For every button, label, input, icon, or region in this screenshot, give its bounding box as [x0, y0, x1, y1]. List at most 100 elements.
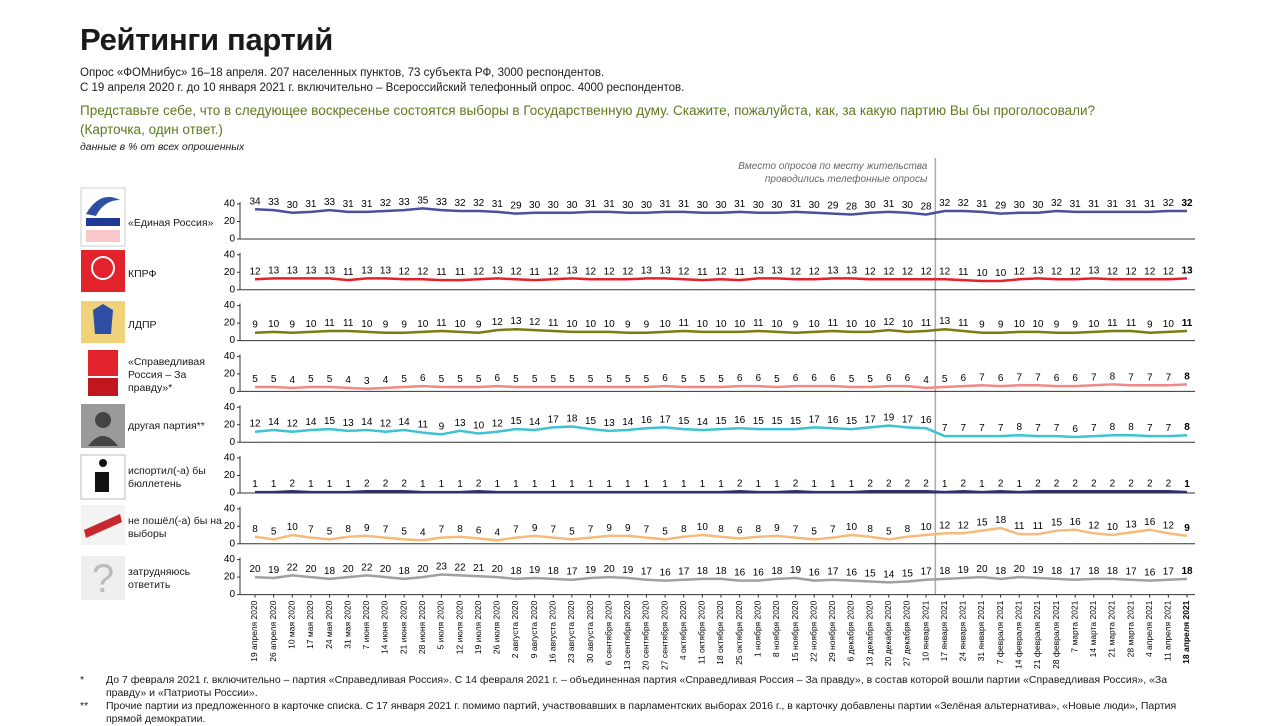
value-label: 6: [905, 373, 911, 384]
x-tick-label: 18 октября 2020: [715, 600, 725, 665]
value-label: 6: [495, 373, 501, 384]
value-label: 9: [774, 523, 780, 534]
value-label: 9: [1147, 320, 1153, 331]
value-label: 18: [995, 566, 1007, 577]
y-tick-label: 40: [224, 351, 236, 362]
value-label: 2: [1035, 478, 1041, 489]
value-label: 8: [718, 524, 724, 535]
value-label: 3: [364, 376, 370, 387]
value-label: 11: [418, 420, 429, 431]
value-label: 10: [287, 522, 299, 533]
value-label: 30: [865, 200, 877, 211]
value-label: 30: [1032, 200, 1044, 211]
x-tick-label: 13 декабря 2020: [864, 600, 874, 666]
value-label: 15: [771, 416, 783, 427]
value-label: 13: [268, 265, 280, 276]
value-label: 8: [1184, 422, 1190, 433]
value-label: 12: [473, 266, 485, 277]
y-tick-label: 20: [224, 470, 236, 481]
value-label: 29: [995, 201, 1007, 212]
value-label: 22: [361, 562, 373, 573]
value-label: 1: [625, 479, 631, 490]
value-label: 19: [585, 565, 597, 576]
value-label: 16: [1070, 517, 1082, 528]
value-label: 5: [327, 526, 333, 537]
value-label: 10: [585, 319, 597, 330]
value-label: 18: [1088, 566, 1100, 577]
value-label: 17: [566, 567, 578, 578]
x-tick-label: 15 ноября 2020: [790, 600, 800, 661]
value-label: 31: [678, 199, 690, 210]
x-tick-label: 31 января 2021: [976, 600, 986, 661]
units-note: данные в % от всех опрошенных: [80, 141, 245, 153]
value-label: 1: [550, 479, 556, 490]
value-label: 2: [1091, 478, 1097, 489]
icon: [84, 514, 122, 538]
value-label: 5: [681, 374, 687, 385]
icon: [81, 556, 125, 600]
value-label: 11: [958, 267, 969, 278]
value-label: 13: [1181, 265, 1193, 276]
value-label: 31: [1126, 199, 1138, 210]
value-label: 30: [622, 200, 634, 211]
value-label: 1: [849, 479, 855, 490]
value-label: 6: [830, 373, 836, 384]
value-label: 5: [700, 374, 706, 385]
value-label: 30: [771, 200, 783, 211]
value-label: 20: [249, 564, 261, 575]
value-label: 9: [252, 320, 258, 331]
value-label: 8: [1128, 422, 1134, 433]
value-label: 5: [457, 374, 463, 385]
value-label: 13: [343, 418, 355, 429]
value-label: 7: [1035, 423, 1041, 434]
value-label: 9: [532, 523, 538, 534]
value-label: 11: [828, 318, 839, 329]
value-label: 1: [644, 479, 650, 490]
value-label: 12: [958, 520, 970, 531]
value-label: 11: [343, 318, 354, 329]
value-label: 10: [976, 268, 988, 279]
value-label: 7: [979, 372, 985, 383]
value-label: 10: [604, 319, 616, 330]
subtitle: С 19 апреля 2020 г. до 10 января 2021 г.…: [80, 82, 685, 94]
value-label: 30: [697, 200, 709, 211]
value-label: 16: [827, 415, 839, 426]
value-label: 11: [753, 318, 764, 329]
value-label: 6: [476, 526, 482, 537]
value-label: 5: [532, 374, 538, 385]
value-label: 8: [867, 524, 873, 535]
value-label: 13: [305, 265, 317, 276]
value-label: 7: [1054, 423, 1060, 434]
x-tick-label: 22 ноября 2020: [808, 600, 818, 661]
value-label: 12: [380, 419, 392, 430]
value-label: 20: [305, 564, 317, 575]
x-tick-label: 7 февраля 2021: [995, 600, 1005, 664]
x-tick-label: 31 мая 2020: [342, 600, 352, 649]
y-tick-label: 0: [229, 488, 235, 499]
value-label: 7: [1091, 423, 1097, 434]
value-label: 7: [383, 525, 389, 536]
value-label: 13: [827, 265, 839, 276]
icon: [95, 412, 111, 428]
x-tick-label: 12 июля 2020: [454, 600, 464, 654]
value-label: 15: [976, 518, 988, 529]
value-label: 8: [755, 524, 761, 535]
value-label: 6: [793, 373, 799, 384]
series-line: [255, 490, 1188, 494]
value-label: 6: [1072, 424, 1078, 435]
value-label: 13: [380, 265, 392, 276]
x-tick-label: 20 декабря 2020: [883, 600, 893, 666]
value-label: 5: [569, 526, 575, 537]
value-label: 7: [1091, 372, 1097, 383]
x-tick-label: 10 мая 2020: [287, 600, 297, 649]
value-label: 10: [771, 319, 783, 330]
value-label: 10: [697, 522, 709, 533]
value-label: 2: [737, 478, 743, 489]
x-tick-label: 21 июня 2020: [398, 600, 408, 654]
value-label: 18: [1051, 566, 1063, 577]
icon: [91, 256, 115, 280]
x-tick-label: 13 сентября 2020: [622, 600, 632, 670]
value-label: 9: [644, 320, 650, 331]
value-label: 4: [345, 375, 351, 386]
value-label: 34: [249, 196, 261, 207]
